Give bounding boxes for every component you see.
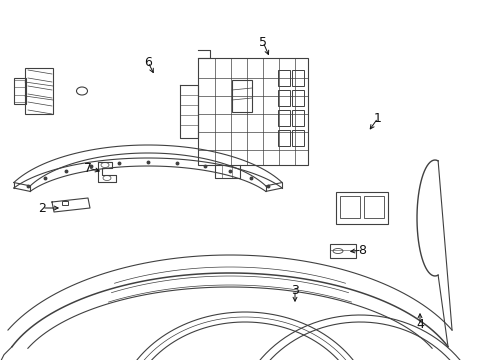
Text: 5: 5 [259, 36, 266, 49]
Text: 8: 8 [357, 243, 365, 257]
Bar [335, 192, 387, 224]
Bar [278, 70, 289, 86]
Bar [329, 244, 355, 258]
Bar [278, 110, 289, 126]
Bar [291, 90, 304, 106]
Text: 6: 6 [144, 55, 152, 68]
Bar [363, 196, 383, 218]
Bar [291, 70, 304, 86]
Bar [291, 130, 304, 146]
Bar [291, 110, 304, 126]
Text: 1: 1 [373, 112, 381, 125]
Text: 7: 7 [84, 162, 92, 175]
Text: 4: 4 [415, 319, 423, 332]
Text: 3: 3 [290, 284, 298, 297]
Text: 2: 2 [38, 202, 46, 215]
Bar [62, 201, 68, 205]
Bar [278, 90, 289, 106]
Bar [278, 130, 289, 146]
Bar [339, 196, 359, 218]
